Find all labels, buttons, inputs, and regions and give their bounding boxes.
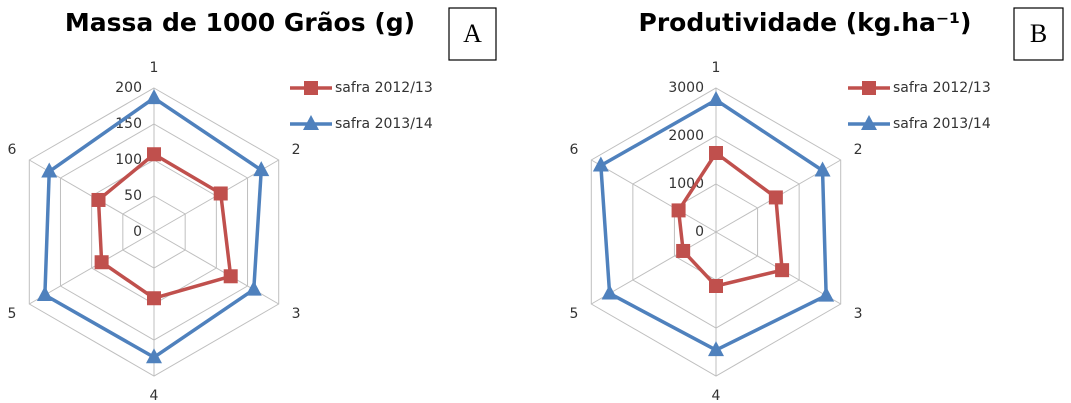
radar-chart: Produtividade (kg.ha⁻¹) B0100020003000123… bbox=[570, 7, 1064, 403]
category-label: 4 bbox=[150, 388, 159, 403]
marker bbox=[709, 145, 723, 160]
marker bbox=[862, 81, 876, 95]
marker bbox=[223, 269, 238, 284]
legend-label: safra 2012/13 bbox=[893, 80, 991, 96]
marker bbox=[304, 81, 318, 95]
category-label: 6 bbox=[570, 142, 579, 158]
chart-title: Produtividade (kg.ha⁻¹) bbox=[639, 8, 972, 37]
category-label: 3 bbox=[292, 306, 301, 322]
marker bbox=[861, 115, 877, 130]
r-tick-label: 0 bbox=[133, 224, 142, 240]
marker bbox=[676, 243, 691, 258]
legend-label: safra 2012/13 bbox=[335, 80, 433, 96]
marker bbox=[36, 286, 53, 301]
category-label: 1 bbox=[150, 60, 159, 76]
marker bbox=[91, 192, 106, 207]
marker bbox=[709, 279, 723, 293]
panel-label: B bbox=[1030, 19, 1047, 48]
marker bbox=[146, 348, 162, 364]
category-label: 2 bbox=[854, 142, 863, 158]
r-tick-label: 200 bbox=[115, 80, 142, 96]
r-tick-label: 3000 bbox=[668, 80, 704, 96]
r-tick-label: 100 bbox=[115, 152, 142, 168]
category-label: 5 bbox=[8, 306, 17, 322]
marker bbox=[708, 91, 724, 106]
marker bbox=[592, 156, 609, 172]
marker bbox=[94, 255, 109, 270]
r-tick-label: 0 bbox=[695, 224, 704, 240]
marker bbox=[213, 186, 228, 201]
panel-box bbox=[448, 7, 497, 61]
series-line bbox=[43, 96, 263, 360]
category-label: 4 bbox=[712, 388, 721, 403]
marker bbox=[671, 203, 686, 218]
category-label: 3 bbox=[854, 306, 863, 322]
marker bbox=[814, 161, 831, 177]
marker bbox=[146, 89, 162, 105]
legend-label: safra 2013/14 bbox=[335, 116, 433, 132]
marker bbox=[147, 147, 161, 162]
marker bbox=[303, 115, 319, 130]
legend-label: safra 2013/14 bbox=[893, 116, 991, 132]
panel-label: A bbox=[463, 19, 482, 48]
spoke bbox=[591, 159, 717, 233]
marker bbox=[147, 291, 161, 306]
r-tick-label: 2000 bbox=[668, 128, 704, 144]
marker bbox=[818, 286, 835, 302]
marker bbox=[708, 341, 724, 357]
category-label: 1 bbox=[712, 60, 721, 76]
marker bbox=[768, 190, 783, 205]
spoke bbox=[29, 231, 155, 305]
r-tick-label: 50 bbox=[124, 188, 142, 204]
marker bbox=[245, 280, 262, 296]
category-label: 2 bbox=[292, 142, 301, 158]
marker bbox=[253, 161, 270, 177]
marker bbox=[775, 263, 790, 278]
marker bbox=[41, 162, 58, 178]
panel-box bbox=[1013, 7, 1064, 61]
chart-title: Massa de 1000 Grãos (g) bbox=[65, 8, 415, 37]
category-label: 6 bbox=[8, 142, 17, 158]
marker bbox=[601, 284, 618, 300]
category-label: 5 bbox=[570, 306, 579, 322]
radar-chart: Massa de 1000 Grãos (g) A0501001502001234… bbox=[8, 7, 497, 403]
